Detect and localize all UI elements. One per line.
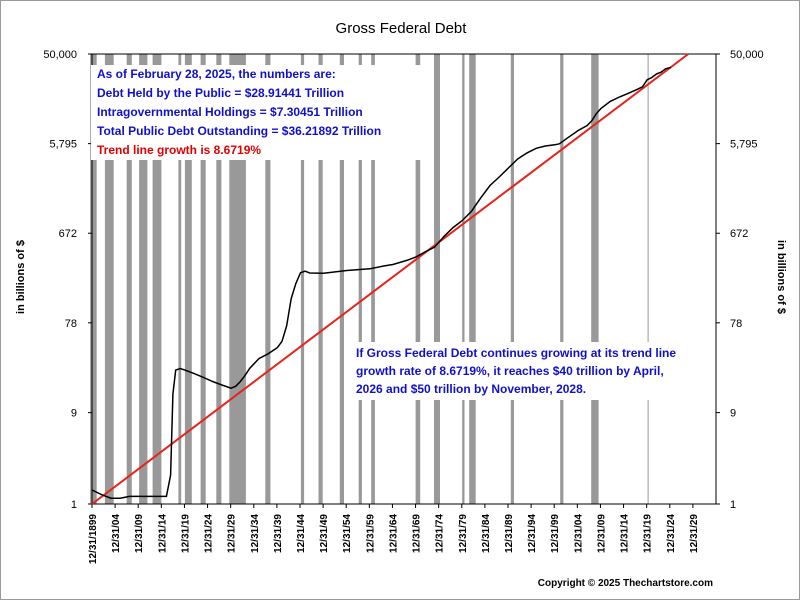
recession-band — [139, 54, 148, 504]
x-tick-label: 12/31/94 — [527, 514, 538, 553]
summary-box: As of February 28, 2025, the numbers are… — [91, 65, 428, 160]
x-tick-label: 12/31/99 — [550, 514, 561, 553]
recession-band — [126, 54, 132, 504]
x-tick-label: 12/31/69 — [412, 514, 423, 553]
y-tick-label-right: 50,000 — [730, 49, 764, 61]
trend-line — [91, 53, 689, 505]
copyright: Copyright © 2025 Thechartstore.com — [537, 578, 713, 589]
recession-band — [152, 54, 162, 504]
x-tick-label: 12/31/29 — [689, 514, 700, 553]
x-tick-label: 12/31/04 — [573, 514, 584, 553]
x-tick-label: 12/31/14 — [620, 514, 631, 553]
y-tick-label-left: 672 — [59, 228, 77, 240]
y-tick-label-right: 5,795 — [730, 139, 758, 151]
x-tick-label: 12/31/19 — [643, 514, 654, 553]
y-tick-label-right: 1 — [730, 499, 736, 511]
x-tick-label: 12/31/49 — [319, 514, 330, 553]
y-tick-label-right: 672 — [730, 228, 748, 240]
y-tick-label-left: 78 — [65, 318, 77, 330]
y-tick-label-left: 9 — [71, 408, 77, 420]
chart-title: Gross Federal Debt — [335, 20, 467, 37]
y-tick-label-right: 78 — [730, 318, 742, 330]
y-tick-label-left: 5,795 — [49, 139, 77, 151]
recession-band — [469, 54, 476, 504]
recession-band — [318, 54, 323, 504]
recession-band — [90, 54, 97, 504]
recession-band — [104, 54, 114, 504]
recession-band — [200, 54, 206, 504]
recession-band — [415, 54, 421, 504]
forecast-note: If Gross Federal Debt continues growing … — [352, 342, 688, 400]
x-tick-label: 12/31/04 — [111, 514, 122, 553]
x-tick-label: 12/31/14 — [157, 514, 168, 553]
x-tick-label: 12/31/59 — [365, 514, 376, 553]
summary-line-date: As of February 28, 2025, the numbers are… — [97, 67, 336, 81]
recession-band — [591, 54, 599, 504]
x-tick-label: 12/31/24 — [204, 514, 215, 553]
x-tick-label: 12/31/74 — [435, 514, 446, 553]
y-axis-label-left: in billions of $ — [15, 240, 27, 314]
trend-growth-text: Trend line growth is 8.6719% — [97, 143, 262, 157]
x-tick-label: 12/31/24 — [666, 514, 677, 553]
recession-band — [184, 54, 192, 504]
gross-debt-line — [91, 66, 672, 499]
summary-line-total: Total Public Debt Outstanding = $36.2189… — [97, 124, 382, 138]
x-tick-label: 12/31/89 — [504, 514, 515, 553]
recession-band — [358, 54, 362, 504]
plot-area — [91, 53, 717, 505]
x-tick-label: 12/31/64 — [388, 514, 399, 553]
recession-band — [178, 54, 182, 504]
x-tick-label: 12/31/84 — [481, 514, 492, 553]
y-tick-label-left: 50,000 — [43, 49, 77, 61]
recession-band — [462, 54, 465, 504]
recession-band — [265, 54, 271, 504]
recession-band — [434, 54, 440, 504]
recession-band — [339, 54, 344, 504]
recession-band — [647, 54, 649, 504]
x-tick-label: 12/31/44 — [296, 514, 307, 553]
x-tick-label: 12/31/19 — [180, 514, 191, 553]
x-tick-label: 12/31/29 — [227, 514, 238, 553]
recession-band — [371, 54, 375, 504]
summary-line-public-debt: Debt Held by the Public = $28.91441 Tril… — [97, 86, 345, 100]
y-axis-label-right: in billions of $ — [775, 240, 787, 314]
recession-band — [216, 54, 222, 504]
x-tick-label: 12/31/39 — [273, 514, 284, 553]
y-tick-label-left: 1 — [71, 499, 77, 511]
x-tick-label: 12/31/1899 — [88, 514, 99, 564]
x-tick-label: 12/31/79 — [458, 514, 469, 553]
y-tick-label-right: 9 — [730, 408, 736, 420]
x-tick-label: 12/31/54 — [342, 514, 353, 553]
x-tick-label: 12/31/34 — [250, 514, 261, 553]
x-tick-label: 12/31/09 — [596, 514, 607, 553]
recession-band — [300, 54, 305, 504]
recession-band — [510, 54, 514, 504]
summary-line-intragov: Intragovernmental Holdings = $7.30451 Tr… — [97, 105, 363, 119]
recession-band — [560, 54, 564, 504]
x-tick-label: 12/31/09 — [134, 514, 145, 553]
